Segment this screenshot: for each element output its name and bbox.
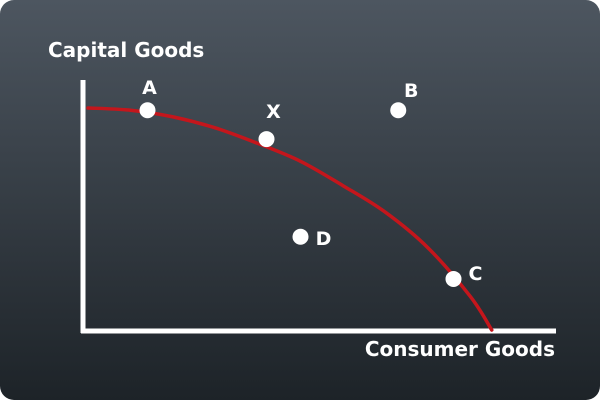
point-label-c: C — [469, 263, 483, 285]
x-axis-label: Consumer Goods — [365, 337, 555, 361]
point-label-a: A — [142, 77, 157, 99]
ppf-curve — [86, 106, 494, 332]
points-layer: A X B D C — [139, 77, 483, 287]
axes — [80, 80, 556, 334]
point-a — [139, 102, 156, 119]
point-label-d: D — [316, 228, 332, 250]
point-x — [258, 131, 275, 148]
point-d — [292, 228, 309, 245]
point-label-x: X — [266, 101, 281, 123]
point-b — [390, 102, 407, 119]
point-c — [445, 270, 462, 287]
point-label-b: B — [404, 80, 418, 102]
y-axis-label: Capital Goods — [48, 38, 204, 62]
